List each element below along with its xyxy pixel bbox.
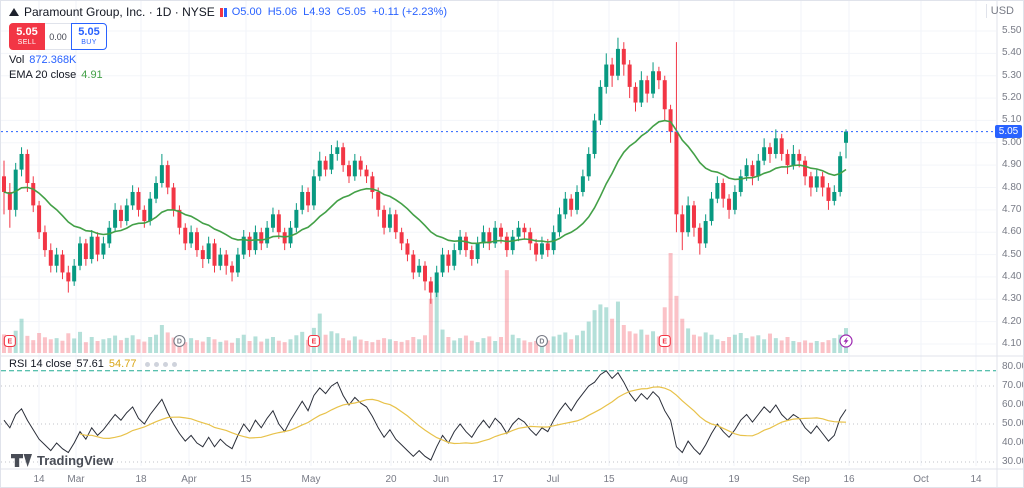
svg-text:E: E <box>312 339 317 346</box>
time-tick-label: 20 <box>385 474 397 485</box>
rsi-ma-line[interactable] <box>79 386 847 445</box>
time-tick-label: 14 <box>970 474 982 485</box>
time-tick-label: Mar <box>67 474 85 485</box>
rsi-value: 57.61 <box>76 358 104 370</box>
price-tick-label: 5.40 <box>1002 47 1022 59</box>
time-tick-label: Apr <box>181 474 197 485</box>
price-tick-label: 4.20 <box>1002 315 1022 327</box>
close-value: C5.05 <box>336 6 366 18</box>
symbol-title[interactable]: Paramount Group, Inc. · 1D · NYSE <box>24 5 215 19</box>
last-price-badge: 5.05 <box>995 124 1022 138</box>
high-value: H5.06 <box>267 6 298 18</box>
time-tick-label: 15 <box>603 474 615 485</box>
price-tick-label: 4.50 <box>1002 248 1022 260</box>
dividend-marker-icon <box>173 334 186 348</box>
rsi-tick-label: 40.00 <box>1002 437 1023 448</box>
rsi-line[interactable] <box>3 370 847 461</box>
price-tick-label: 4.60 <box>1002 226 1022 238</box>
rsi-legend[interactable]: RSI 14 close 57.61 54.77 <box>9 358 178 370</box>
open-value: O5.00 <box>231 6 262 18</box>
candles-layer <box>2 37 848 304</box>
ohlc-values: O5.00 H5.06 L4.93 C5.05 +0.11 (+2.23%) <box>232 6 447 18</box>
rsi-tick-label: 70.00 <box>1002 380 1023 391</box>
rsi-label: RSI 14 close <box>9 358 72 370</box>
earnings-marker-icon <box>307 334 320 348</box>
dividend-marker-icon <box>535 334 548 348</box>
tradingview-logo-text: TradingView <box>37 453 114 468</box>
time-tick-label: May <box>301 474 321 485</box>
earnings-marker-icon <box>3 334 16 348</box>
price-tick-label: 5.50 <box>1002 25 1022 36</box>
svg-text:E: E <box>662 339 667 346</box>
symbol-legend[interactable]: Paramount Group, Inc. · 1D · NYSE O5.00 … <box>9 5 447 19</box>
price-tick-label: 5.00 <box>1002 136 1022 148</box>
volume-legend[interactable]: Vol 872.368K <box>9 54 76 66</box>
time-tick-label: Sep <box>792 474 810 485</box>
buy-button[interactable]: 5.05 BUY <box>71 23 107 50</box>
ema-value: 4.91 <box>81 69 103 81</box>
ema-label: EMA 20 close <box>9 69 77 81</box>
tradingview-logo-icon <box>11 453 32 467</box>
time-tick-label: 15 <box>240 474 252 485</box>
time-tick-label: Aug <box>670 474 688 485</box>
spread-value: 0.00 <box>45 23 71 50</box>
rsi-tick-label: 30.00 <box>1002 456 1023 467</box>
price-tick-label: 5.10 <box>1002 114 1022 126</box>
time-tick-label: 14 <box>33 474 45 485</box>
price-tick-label: 5.30 <box>1002 69 1022 81</box>
change-value: +0.11 (+2.23%) <box>371 6 447 18</box>
indicator-controls-icon[interactable] <box>145 361 178 367</box>
svg-text:E: E <box>8 339 13 346</box>
time-tick-label: 18 <box>135 474 147 485</box>
ema-line[interactable] <box>3 119 847 245</box>
grid-layer <box>1 1 996 466</box>
price-tick-label: 4.80 <box>1002 181 1022 193</box>
currency-label[interactable]: USD <box>990 5 1014 17</box>
earnings-marker-icon <box>658 334 671 348</box>
svg-text:D: D <box>539 339 544 346</box>
time-tick-label: 19 <box>728 474 740 485</box>
rsi-ma-value: 54.77 <box>108 358 137 370</box>
buy-label: BUY <box>81 38 97 46</box>
time-tick-label: Jul <box>546 474 560 485</box>
rsi-layer <box>1 370 996 463</box>
time-tick-label: 17 <box>492 474 504 485</box>
buy-sell-toggle-icon[interactable] <box>219 7 227 17</box>
price-tick-label: 5.20 <box>1002 92 1022 104</box>
tradingview-logo[interactable]: TradingView <box>11 453 113 468</box>
svg-text:D: D <box>177 339 182 346</box>
symbol-logo-icon <box>9 8 19 16</box>
sell-button[interactable]: 5.05 SELL <box>9 23 45 50</box>
volume-value: 872.368K <box>29 54 77 66</box>
sell-label: SELL <box>17 38 37 46</box>
price-tick-label: 4.70 <box>1002 203 1022 215</box>
rsi-tick-label: 80.00 <box>1002 361 1023 372</box>
price-tick-label: 4.90 <box>1002 159 1022 171</box>
rsi-tick-label: 50.00 <box>1002 418 1023 429</box>
low-value: L4.93 <box>303 6 331 18</box>
price-tick-label: 4.40 <box>1002 270 1022 282</box>
time-tick-label: Jun <box>432 474 450 485</box>
sell-price: 5.05 <box>16 26 38 39</box>
price-tick-label: 4.30 <box>1002 293 1022 305</box>
axis-divider <box>986 4 987 18</box>
price-tick-label: 4.10 <box>1002 338 1022 349</box>
ema-legend[interactable]: EMA 20 close 4.91 <box>9 69 103 81</box>
volume-label: Vol <box>9 54 25 66</box>
rsi-tick-label: 60.00 <box>1002 399 1023 410</box>
volume-bars-layer <box>2 253 848 353</box>
time-tick-label: Oct <box>913 474 929 485</box>
buy-sell-widget: 5.05 SELL 0.00 5.05 BUY <box>9 23 107 50</box>
buy-price: 5.05 <box>78 26 100 39</box>
time-tick-label: 16 <box>843 474 855 485</box>
